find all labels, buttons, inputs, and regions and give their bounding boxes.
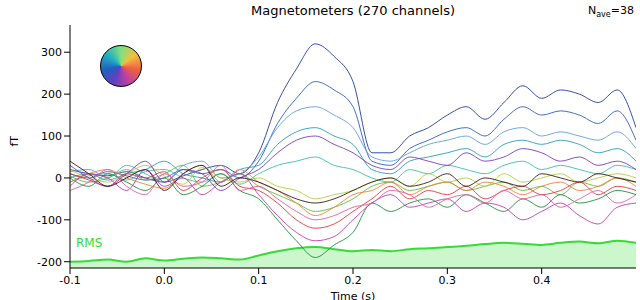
html-text:Magnetometers (270 channels): Magnetometers (270 channels) [251,3,455,18]
svg-text:0.3: 0.3 [439,274,457,287]
svg-text:-0.1: -0.1 [59,274,80,287]
svg-text:fT: fT [8,136,21,147]
svg-text:0.4: 0.4 [533,274,551,287]
html-text:RMS: RMS [76,235,103,250]
svg-text:-200: -200 [37,256,62,269]
svg-text:100: 100 [41,130,62,143]
svg-text:200: 200 [41,88,62,101]
svg-text:0.1: 0.1 [250,274,268,287]
svg-text:300: 300 [41,46,62,59]
svg-text:0: 0 [55,172,62,185]
svg-text:-100: -100 [37,214,62,227]
html-text:Nave=38: Nave=38 [588,4,634,20]
svg-text:0.2: 0.2 [344,274,362,287]
svg-text:Time (s): Time (s) [330,290,376,300]
svg-text:0.0: 0.0 [156,274,174,287]
